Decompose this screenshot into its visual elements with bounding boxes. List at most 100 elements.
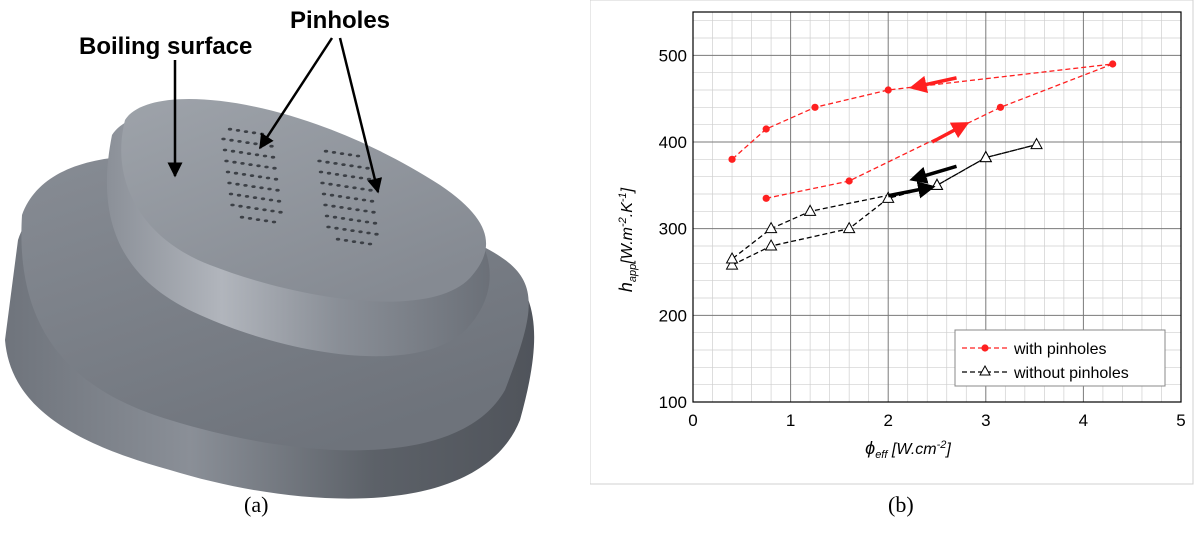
pinhole (265, 176, 271, 180)
pinhole (275, 188, 280, 192)
pinhole (336, 184, 341, 187)
pinhole (359, 241, 365, 245)
pinhole (337, 195, 343, 198)
pinhole (334, 226, 339, 230)
legend: with pinholes without pinholes (954, 329, 1166, 387)
boiling-surface-label: Boiling surface (79, 33, 252, 60)
pinhole (347, 153, 353, 157)
legend-item-without-pinholes: without pinholes (962, 364, 1129, 382)
series-without-pinholes (725, 137, 1043, 270)
boiling-surface-render: Boiling surface Pinholes (5, 7, 535, 499)
pinhole (317, 159, 322, 163)
panel-label-a: (a) (244, 492, 269, 517)
direction-arrow (931, 122, 970, 144)
pinhole (267, 187, 272, 191)
pinhole (361, 198, 367, 202)
pinhole (253, 142, 258, 146)
pinhole (324, 214, 330, 218)
pinhole (342, 228, 347, 231)
data-point (1030, 137, 1043, 150)
pinhole (240, 162, 245, 165)
pinholes-arrow-right (338, 37, 383, 194)
pinhole (251, 131, 257, 135)
pinhole (247, 217, 253, 220)
pinhole (276, 199, 282, 203)
pinhole (238, 204, 243, 208)
pinhole (344, 185, 349, 189)
pinhole (227, 181, 232, 185)
pinhole (364, 220, 370, 224)
data-point (884, 86, 892, 94)
pinhole (331, 151, 337, 154)
data-point (725, 251, 739, 264)
pinhole (318, 170, 324, 174)
raised-boss (106, 99, 490, 357)
pinhole (278, 210, 283, 214)
pinhole (230, 149, 236, 153)
pinhole (233, 171, 239, 175)
data-point (725, 258, 739, 270)
data-point (764, 238, 778, 251)
pinhole (366, 231, 371, 235)
pinhole (230, 203, 235, 207)
series-with-pinholes (728, 60, 1117, 202)
pinhole (268, 198, 274, 202)
pinhole (374, 232, 379, 236)
figure-b: 0 1 2 3 4 5 100 200 300 400 500 ϕeff [W.cm-2] hap… (589, 0, 1195, 537)
pinhole (243, 184, 248, 187)
pinhole (259, 186, 264, 190)
pinhole (342, 174, 348, 178)
pinhole (259, 132, 265, 136)
pinhole (326, 225, 331, 229)
pinhole (333, 162, 338, 165)
pinhole (237, 140, 242, 143)
pinhole (343, 239, 349, 242)
y-tick-label: 500 (659, 46, 687, 65)
pinhole (335, 237, 341, 241)
pinhole (369, 199, 375, 203)
pinholes-arrow-left (258, 37, 334, 150)
data-point (728, 155, 736, 163)
direction-arrow (909, 164, 958, 184)
pinhole (232, 160, 237, 164)
pinhole (352, 186, 357, 190)
pinhole (339, 206, 344, 209)
direction-arrow (909, 75, 957, 93)
pinhole (227, 127, 233, 131)
pinhole (356, 219, 362, 223)
x-tick-label: 1 (786, 411, 795, 430)
pinhole (252, 196, 258, 200)
heat-transfer-chart: 0 1 2 3 4 5 100 200 300 400 500 ϕeff [W.cm-2] hap… (589, 0, 1194, 485)
pinhole (272, 166, 277, 170)
grid-minor (693, 12, 1181, 402)
data-point (762, 125, 770, 133)
pinhole (348, 218, 354, 222)
series-line (731, 143, 1037, 266)
pinhole (256, 164, 261, 168)
pinhole (351, 240, 357, 244)
pinhole (221, 137, 226, 141)
data-point (803, 204, 817, 216)
data-point (1109, 60, 1117, 68)
pinhole (326, 171, 332, 175)
pinhole (264, 165, 269, 169)
pinhole (244, 195, 250, 198)
plot-area (692, 11, 1182, 403)
pinhole (357, 165, 362, 169)
data-point (979, 150, 993, 163)
pinhole (365, 166, 370, 170)
data-point (842, 221, 856, 234)
y-tick-label: 400 (659, 133, 687, 152)
x-tick-label: 0 (688, 411, 697, 430)
pinhole (246, 206, 251, 209)
pinhole (353, 197, 359, 201)
pinhole (239, 215, 245, 219)
pinhole (228, 192, 234, 196)
pinhole (251, 185, 256, 189)
pinhole (368, 188, 373, 192)
legend-item-with-pinholes: with pinholes (962, 341, 1107, 358)
pinhole (246, 152, 252, 156)
data-point (881, 191, 895, 203)
pinhole (358, 230, 363, 234)
pinhole (360, 187, 365, 191)
